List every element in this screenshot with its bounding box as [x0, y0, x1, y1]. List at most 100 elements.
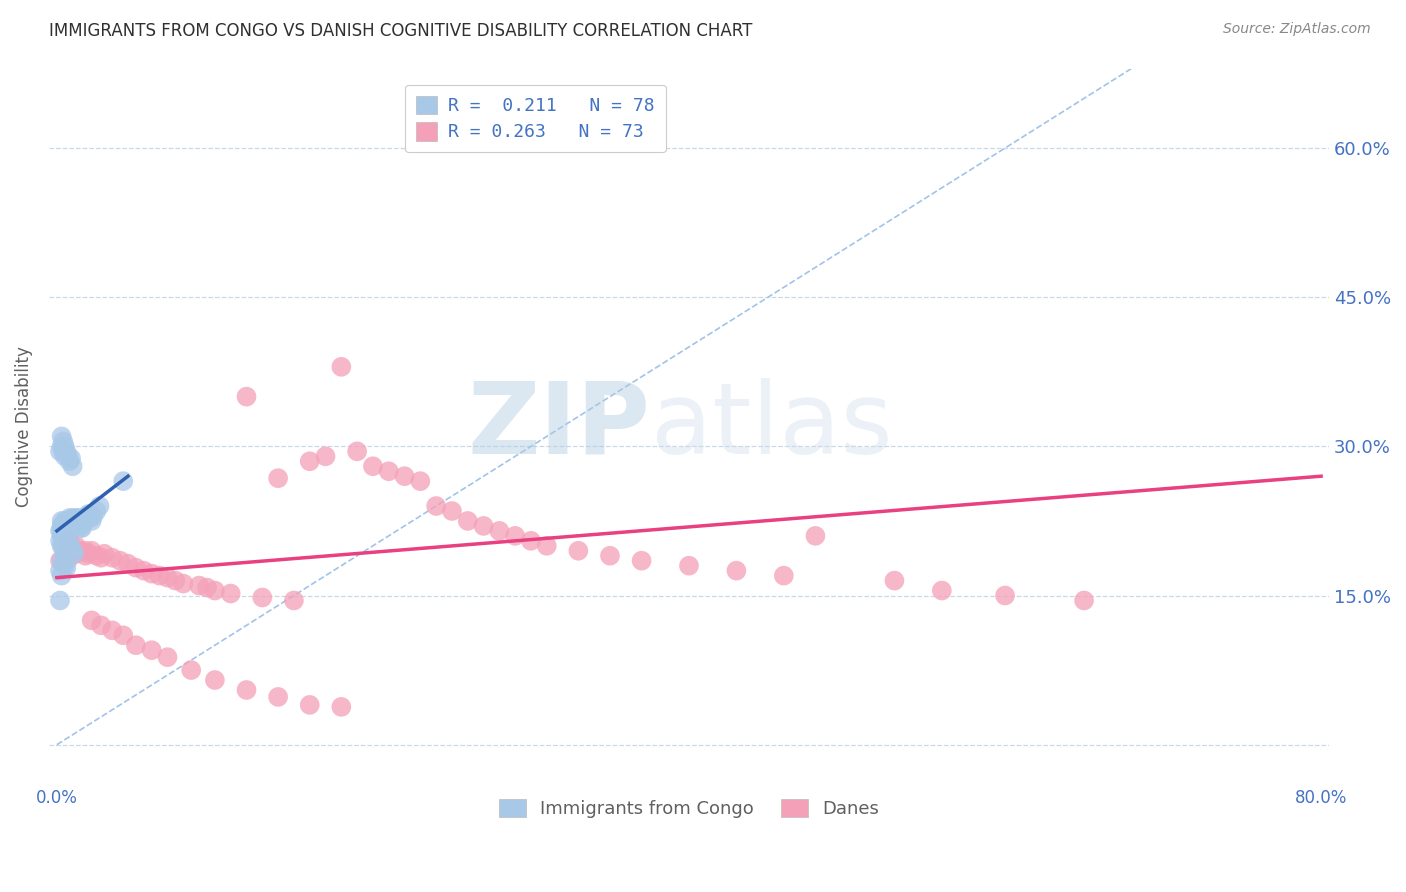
Point: [53, 549, 76, 563]
Point: [51, 519, 73, 533]
Point: [51, 554, 73, 568]
Point: [62, 516, 84, 531]
Point: [77, 547, 100, 561]
Point: [62, 543, 84, 558]
Point: [90, 550, 112, 565]
Point: [156, 571, 179, 585]
Point: [51, 524, 73, 538]
Point: [63, 519, 86, 533]
Point: [315, 450, 337, 464]
Point: [678, 558, 700, 573]
Point: [472, 519, 495, 533]
Point: [79, 511, 101, 525]
Point: [58, 516, 80, 531]
Point: [58, 511, 80, 525]
Point: [599, 549, 621, 563]
Point: [56, 450, 79, 464]
Point: [66, 514, 89, 528]
Point: [394, 469, 416, 483]
Point: [80, 543, 103, 558]
Point: [630, 554, 652, 568]
Point: [75, 511, 97, 525]
Point: [51, 429, 73, 443]
Point: [298, 698, 321, 712]
Point: [69, 514, 91, 528]
Point: [58, 550, 80, 565]
Point: [58, 521, 80, 535]
Point: [55, 521, 77, 535]
Point: [53, 524, 76, 538]
Point: [267, 471, 290, 485]
Point: [53, 529, 76, 543]
Point: [55, 541, 77, 555]
Point: [125, 560, 148, 574]
Point: [86, 504, 108, 518]
Point: [132, 564, 155, 578]
Point: [62, 521, 84, 535]
Point: [65, 547, 87, 561]
Point: [283, 593, 305, 607]
Point: [346, 444, 368, 458]
Point: [108, 554, 131, 568]
Point: [86, 549, 108, 563]
Point: [267, 690, 290, 704]
Point: [409, 474, 432, 488]
Point: [49, 524, 72, 538]
Point: [63, 547, 86, 561]
Point: [156, 650, 179, 665]
Point: [51, 514, 73, 528]
Point: [149, 568, 172, 582]
Point: [56, 524, 79, 538]
Point: [69, 521, 91, 535]
Point: [49, 564, 72, 578]
Point: [425, 499, 447, 513]
Point: [90, 618, 112, 632]
Point: [520, 533, 543, 548]
Point: [53, 558, 76, 573]
Point: [70, 516, 93, 531]
Text: ZIP: ZIP: [468, 378, 651, 475]
Point: [77, 507, 100, 521]
Point: [49, 533, 72, 548]
Point: [883, 574, 905, 588]
Point: [503, 529, 526, 543]
Point: [51, 439, 73, 453]
Point: [58, 454, 80, 468]
Text: IMMIGRANTS FROM CONGO VS DANISH COGNITIVE DISABILITY CORRELATION CHART: IMMIGRANTS FROM CONGO VS DANISH COGNITIV…: [49, 22, 752, 40]
Point: [52, 521, 75, 535]
Point: [70, 521, 93, 535]
Point: [93, 547, 115, 561]
Point: [101, 624, 124, 638]
Point: [1073, 593, 1095, 607]
Text: Source: ZipAtlas.com: Source: ZipAtlas.com: [1223, 22, 1371, 37]
Point: [204, 583, 226, 598]
Point: [49, 444, 72, 458]
Point: [567, 543, 589, 558]
Point: [55, 444, 77, 458]
Point: [51, 568, 73, 582]
Point: [51, 539, 73, 553]
Point: [457, 514, 479, 528]
Point: [52, 541, 75, 555]
Text: atlas: atlas: [651, 378, 893, 475]
Y-axis label: Cognitive Disability: Cognitive Disability: [15, 346, 32, 507]
Point: [112, 628, 135, 642]
Point: [56, 539, 79, 553]
Point: [188, 578, 211, 592]
Point: [67, 511, 90, 525]
Point: [89, 499, 111, 513]
Point: [440, 504, 463, 518]
Point: [772, 568, 794, 582]
Point: [536, 539, 558, 553]
Point: [725, 564, 748, 578]
Point: [330, 359, 353, 374]
Point: [361, 459, 384, 474]
Point: [125, 638, 148, 652]
Point: [330, 699, 353, 714]
Point: [804, 529, 827, 543]
Point: [141, 566, 163, 581]
Point: [49, 554, 72, 568]
Point: [172, 576, 194, 591]
Point: [298, 454, 321, 468]
Point: [76, 508, 98, 523]
